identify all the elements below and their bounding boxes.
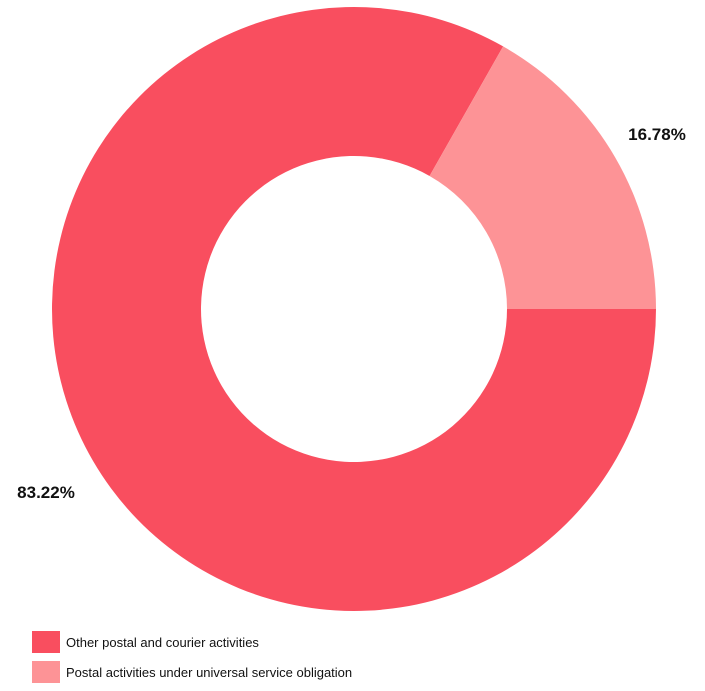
legend-label-universal-service: Postal activities under universal servic… <box>66 664 353 680</box>
data-label-other-postal: 83.22% <box>17 483 75 502</box>
data-label-universal-service: 16.78% <box>628 125 686 144</box>
donut-chart-svg: 83.22% 16.78% <box>17 6 686 611</box>
legend-item-other-postal: Other postal and courier activities <box>32 631 352 653</box>
slices <box>51 6 656 611</box>
slice-other-postal <box>51 6 656 611</box>
legend-item-universal-service: Postal activities under universal servic… <box>32 661 352 683</box>
legend-swatch-universal-service <box>32 661 60 683</box>
legend-swatch-other-postal <box>32 631 60 653</box>
legend: Other postal and courier activities Post… <box>32 631 352 691</box>
data-labels: 83.22% 16.78% <box>17 125 686 502</box>
legend-label-other-postal: Other postal and courier activities <box>66 634 259 650</box>
slice-universal-service <box>429 46 656 310</box>
